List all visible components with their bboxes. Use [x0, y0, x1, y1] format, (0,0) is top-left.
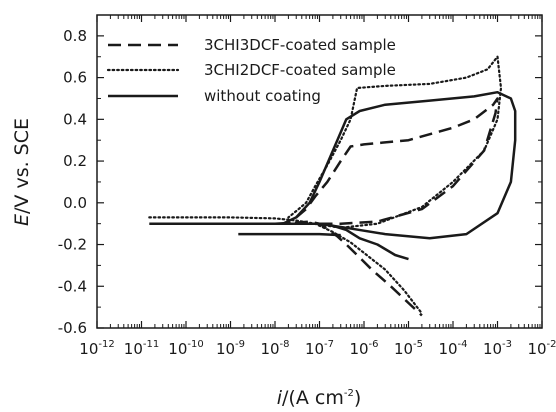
x-tick-label: 10-7 [305, 339, 334, 358]
series-line-without-coating-extra-branch [238, 232, 341, 237]
x-tick-label: 10-5 [394, 339, 423, 358]
y-tick-label: 0.2 [63, 152, 87, 170]
series-line-3chi3dcf-coated-sample [154, 220, 423, 317]
y-tick-label: 0.4 [63, 110, 87, 128]
x-tick-labels: 10-12 10-11 10-10 10-9 10-8 10-7 10-6 10-5 10-4 1… [79, 339, 556, 358]
y-tick-label: 0.8 [63, 27, 87, 45]
legend-label-without-coating: without coating [204, 87, 321, 105]
x-tick-label: 10-3 [483, 339, 512, 358]
x-axis-title: i/(A cm-2) [277, 387, 362, 409]
series-line-3chi3dcf-coated-sample-return-branch [287, 97, 499, 225]
legend: 3CHI3DCF-coated sample 3CHI2DCF-coated s… [106, 36, 396, 105]
major-ticks [96, 15, 543, 329]
series-layer [148, 55, 517, 317]
series-line-without-coating [149, 222, 409, 261]
y-tick-labels: -0.6 -0.4 -0.2 0.0 0.2 0.4 0.6 0.8 [58, 27, 87, 337]
series-line-without-coating-return-branch [282, 90, 517, 240]
y-axis-var: E [11, 214, 33, 226]
minor-ticks [97, 14, 542, 328]
x-tick-label: 10-2 [527, 339, 556, 358]
y-tick-label: -0.2 [58, 236, 87, 254]
x-tick-label: 10-8 [260, 339, 289, 358]
y-tick-label: 0.6 [63, 69, 87, 87]
legend-label-3chi3dcf: 3CHI3DCF-coated sample [204, 36, 396, 54]
y-axis-title: E/V vs. SCE [11, 118, 33, 226]
x-axis-unit-exponent: -2 [344, 388, 354, 399]
y-tick-label: 0.0 [63, 194, 87, 212]
series-line-3chi2dcf-coated-sample [148, 216, 423, 315]
x-tick-label: 10-11 [124, 339, 159, 358]
x-axis-var: i [277, 387, 283, 409]
x-tick-label: 10-10 [168, 339, 203, 358]
series-line-3chi2dcf-coated-sample-return-branch [287, 55, 503, 229]
y-tick-label: -0.4 [58, 277, 87, 295]
x-tick-label: 10-4 [438, 339, 467, 358]
x-tick-label: 10-6 [349, 339, 378, 358]
x-axis-unit-close: ) [354, 387, 361, 409]
plot-area [96, 14, 543, 329]
x-tick-label: 10-9 [216, 339, 245, 358]
legend-label-3chi2dcf: 3CHI2DCF-coated sample [204, 61, 396, 79]
y-tick-label: -0.6 [58, 319, 87, 337]
x-axis-unit: /(A cm [282, 387, 344, 409]
y-axis-unit: /V vs. SCE [11, 118, 33, 214]
x-tick-label: 10-12 [79, 339, 114, 358]
